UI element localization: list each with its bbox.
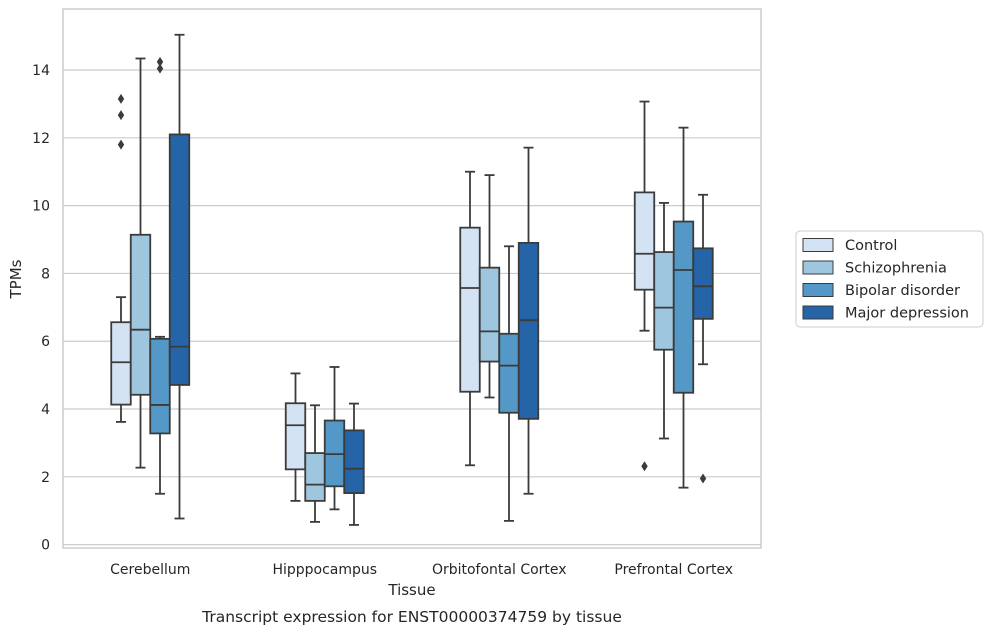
box-body [304,452,326,502]
box-2-0 [459,170,481,467]
boxes-layer [110,33,714,526]
chart-caption: Transcript expression for ENST0000037475… [201,608,622,626]
x-axis-label: Tissue [387,581,435,599]
box-body [284,402,307,471]
plot-frame [62,8,762,549]
box-1-0 [284,372,307,502]
legend-swatch-2 [802,283,834,297]
box-body [633,191,656,291]
legend-label-3: Major depression [845,306,969,322]
y-tick-label-8: 8 [41,266,50,282]
legend: Control Schizophrenia Bipolar disorder Majo… [795,230,984,328]
box-body [478,266,501,363]
box-body [343,429,365,494]
y-tick-label-14: 14 [32,63,50,79]
x-tick-label-0: Cerebellum [110,562,190,578]
box-body [498,332,520,414]
box-body [168,133,191,386]
outlier-1 [117,110,125,121]
box-body [129,233,152,396]
legend-swatch-1 [802,260,834,275]
x-tick-label-1: Hipppocampus [272,562,377,578]
outlier-0 [699,473,707,484]
outlier-0 [641,461,648,472]
legend-label-2: Bipolar disorder [845,283,960,299]
y-tick-labels: 0 2 4 6 8 10 12 14 [32,63,50,554]
box-body [459,226,481,393]
box-1-3 [343,402,365,526]
x-tick-label-2: Orbitofontal Cortex [432,562,567,578]
box-body [653,251,675,351]
box-body [110,321,132,406]
x-tick-labels: Cerebellum Hipppocampus Orbitofontal Corte… [110,562,733,578]
box-body [517,242,540,420]
box-1-2 [323,366,346,511]
outlier-1 [156,56,164,67]
y-tick-label-4: 4 [41,402,50,418]
box-3-3 [692,193,714,484]
outlier-2 [117,93,125,104]
box-0-0 [110,93,132,423]
box-2-3 [517,146,540,495]
outlier-0 [156,63,164,74]
y-tick-label-2: 2 [41,470,50,486]
box-0-2 [149,56,171,495]
y-tick-label-10: 10 [32,199,50,215]
box-body [672,220,695,394]
legend-frame [795,230,984,328]
legend-label-1: Schizophrenia [845,261,947,277]
box-0-3 [168,33,191,520]
box-0-1 [129,57,152,469]
outlier-0 [117,139,125,150]
y-tick-label-12: 12 [32,131,50,147]
legend-swatch-3 [802,305,834,320]
box-body [149,337,171,435]
legend-label-0: Control [845,238,897,254]
legend-swatch-0 [802,238,834,252]
y-axis-label: TPMs [7,259,25,299]
y-tick-label-6: 6 [41,334,50,350]
y-tick-label-0: 0 [41,538,50,554]
box-2-1 [478,174,501,399]
box-3-0 [633,100,656,472]
box-body [692,247,714,320]
x-tick-label-3: Prefrontal Cortex [614,562,733,578]
